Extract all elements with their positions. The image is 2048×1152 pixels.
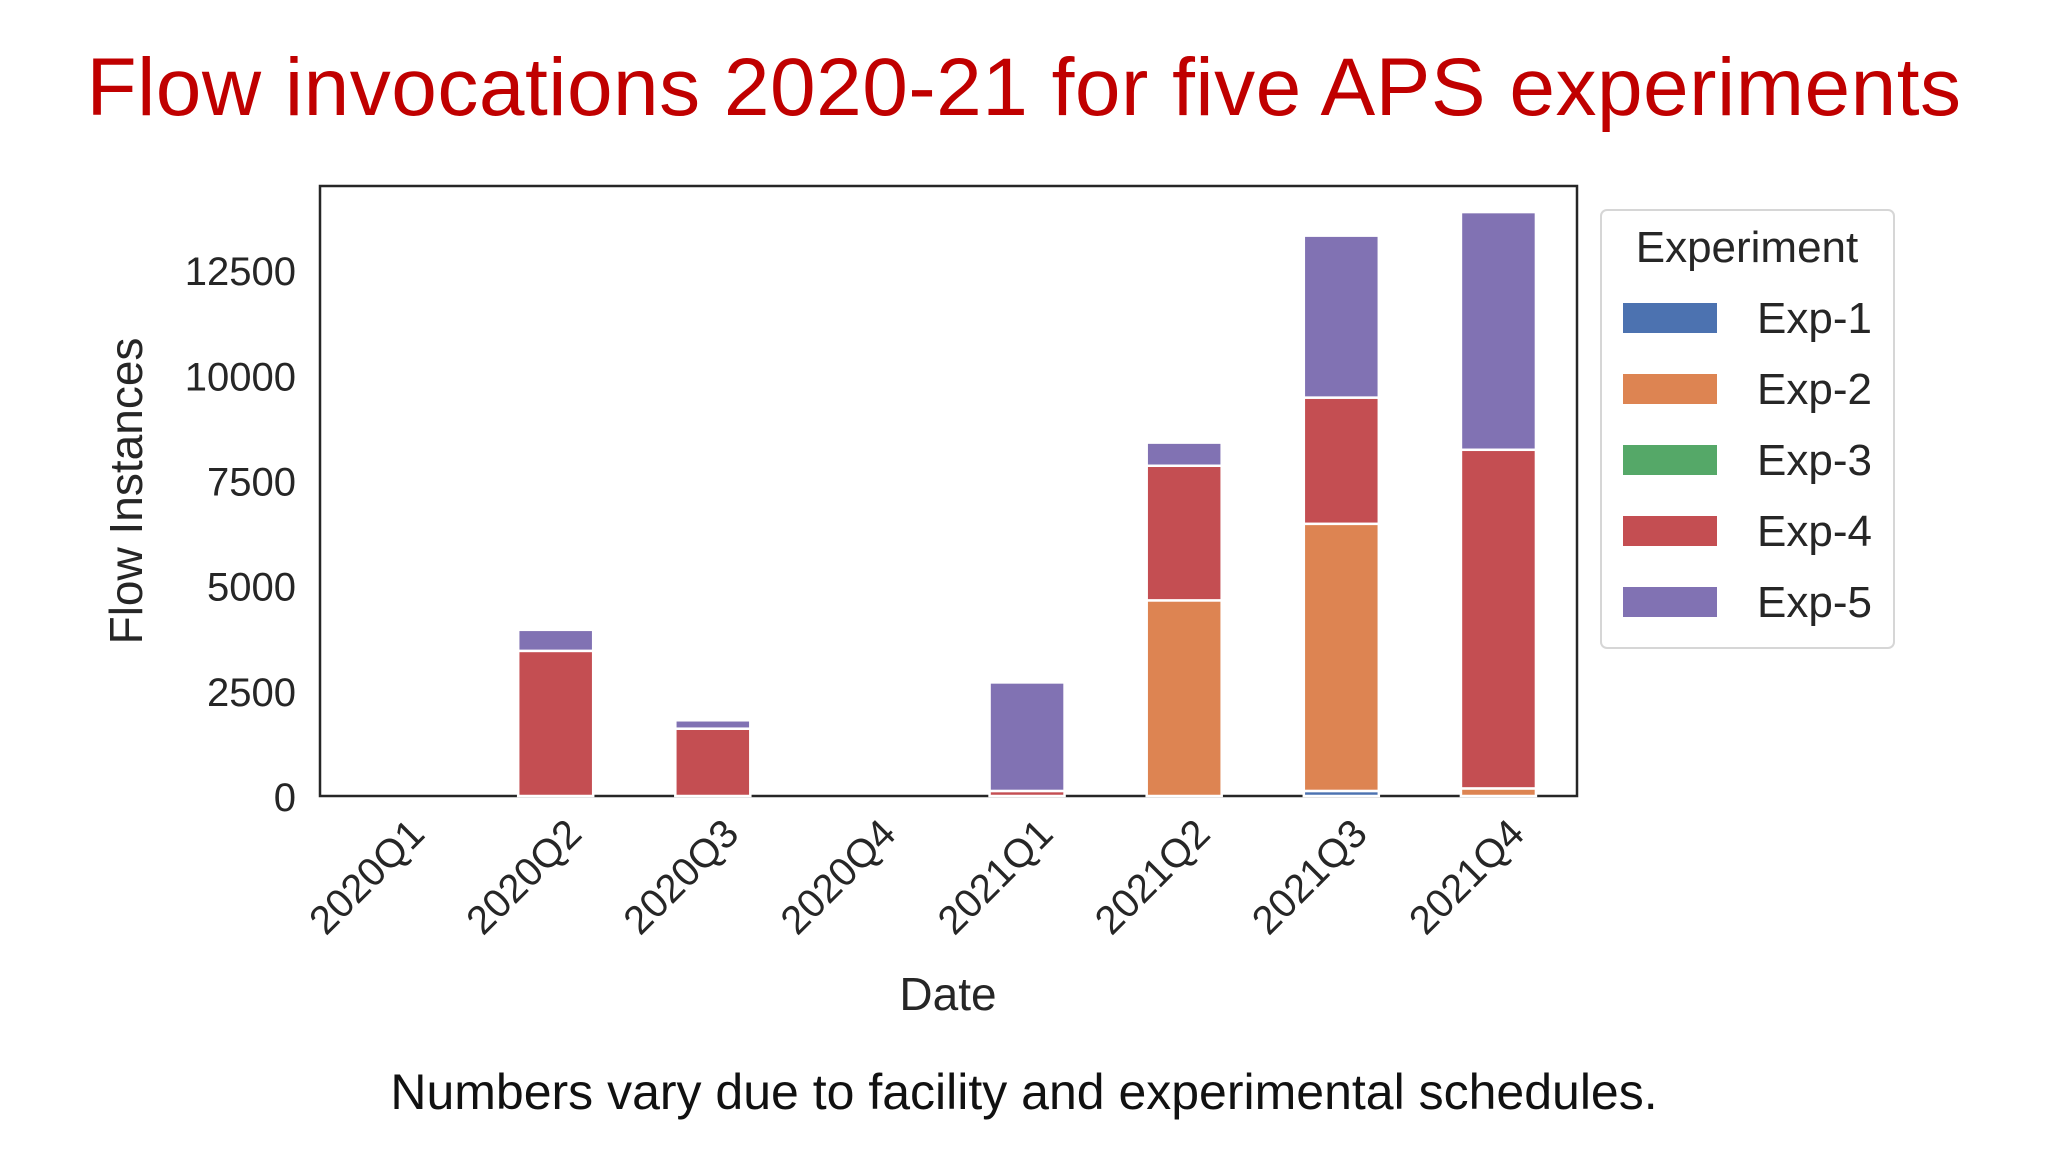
legend-swatch-exp-1 — [1623, 303, 1717, 333]
y-tick-label: 10000 — [185, 355, 296, 399]
bar-exp-5-2021q3 — [1302, 234, 1381, 399]
y-ticks-layer: 0 2500 5000 7500 10000 12500 — [185, 250, 296, 820]
legend-swatch-exp-3 — [1623, 445, 1717, 475]
bars-layer — [516, 210, 1538, 798]
slide-title: Flow invocations 2020-21 for five APS ex… — [86, 42, 1962, 133]
bar-exp-4-2021q3 — [1302, 396, 1381, 526]
bar-exp-4-2021q2 — [1145, 464, 1223, 602]
y-tick-label: 0 — [274, 776, 296, 820]
y-tick-label: 2500 — [207, 671, 296, 715]
legend-label-exp-2: Exp-2 — [1757, 365, 1872, 414]
y-tick-label: 12500 — [185, 250, 296, 294]
x-axis-label: Date — [899, 968, 996, 1020]
legend-swatch-exp-5 — [1623, 587, 1717, 617]
x-ticks-layer: 2020Q1 2020Q2 2020Q3 2020Q4 2021Q1 2021Q2 2021… — [301, 811, 1533, 943]
bar-exp-4-2020q3 — [674, 727, 752, 798]
bar-exp-2-2021q2 — [1145, 599, 1223, 798]
bar-exp-5-2021q1 — [988, 681, 1066, 793]
x-tick-label: 2020Q1 — [301, 811, 433, 943]
legend-title: Experiment — [1636, 223, 1859, 272]
x-tick-label: 2021Q3 — [1244, 811, 1376, 943]
legend-label-exp-1: Exp-1 — [1757, 294, 1872, 343]
bar-exp-2-2021q3 — [1302, 522, 1381, 793]
legend: Experiment Exp-1 Exp-2 Exp-3 Exp-4 Exp-5 — [1600, 209, 1895, 649]
legend-swatch-exp-2 — [1623, 374, 1717, 404]
x-tick-label: 2020Q3 — [615, 811, 747, 943]
slide-caption: Numbers vary due to facility and experim… — [390, 1064, 1658, 1120]
plot-area — [318, 184, 1579, 798]
bar-exp-5-2021q4 — [1459, 210, 1538, 452]
bar-exp-5-2020q3 — [674, 719, 752, 730]
legend-label-exp-3: Exp-3 — [1757, 436, 1872, 485]
y-tick-label: 5000 — [207, 566, 296, 610]
bar-exp-4-2021q4 — [1459, 448, 1538, 790]
bar-exp-5-2021q2 — [1145, 441, 1223, 468]
y-tick-label: 7500 — [207, 460, 296, 504]
x-tick-label: 2020Q4 — [773, 811, 905, 943]
legend-label-exp-4: Exp-4 — [1757, 507, 1872, 556]
bar-exp-4-2020q2 — [516, 649, 595, 798]
x-tick-label: 2021Q1 — [930, 811, 1062, 943]
x-tick-label: 2020Q2 — [458, 811, 590, 943]
legend-label-exp-5: Exp-5 — [1757, 578, 1872, 627]
y-axis-label: Flow Instances — [100, 338, 152, 645]
x-tick-label: 2021Q2 — [1087, 811, 1219, 943]
bar-exp-5-2020q2 — [516, 628, 595, 653]
legend-swatch-exp-4 — [1623, 516, 1717, 546]
legend-items: Exp-1 Exp-2 Exp-3 Exp-4 Exp-5 — [1623, 294, 1872, 627]
x-tick-label: 2021Q4 — [1401, 811, 1533, 943]
